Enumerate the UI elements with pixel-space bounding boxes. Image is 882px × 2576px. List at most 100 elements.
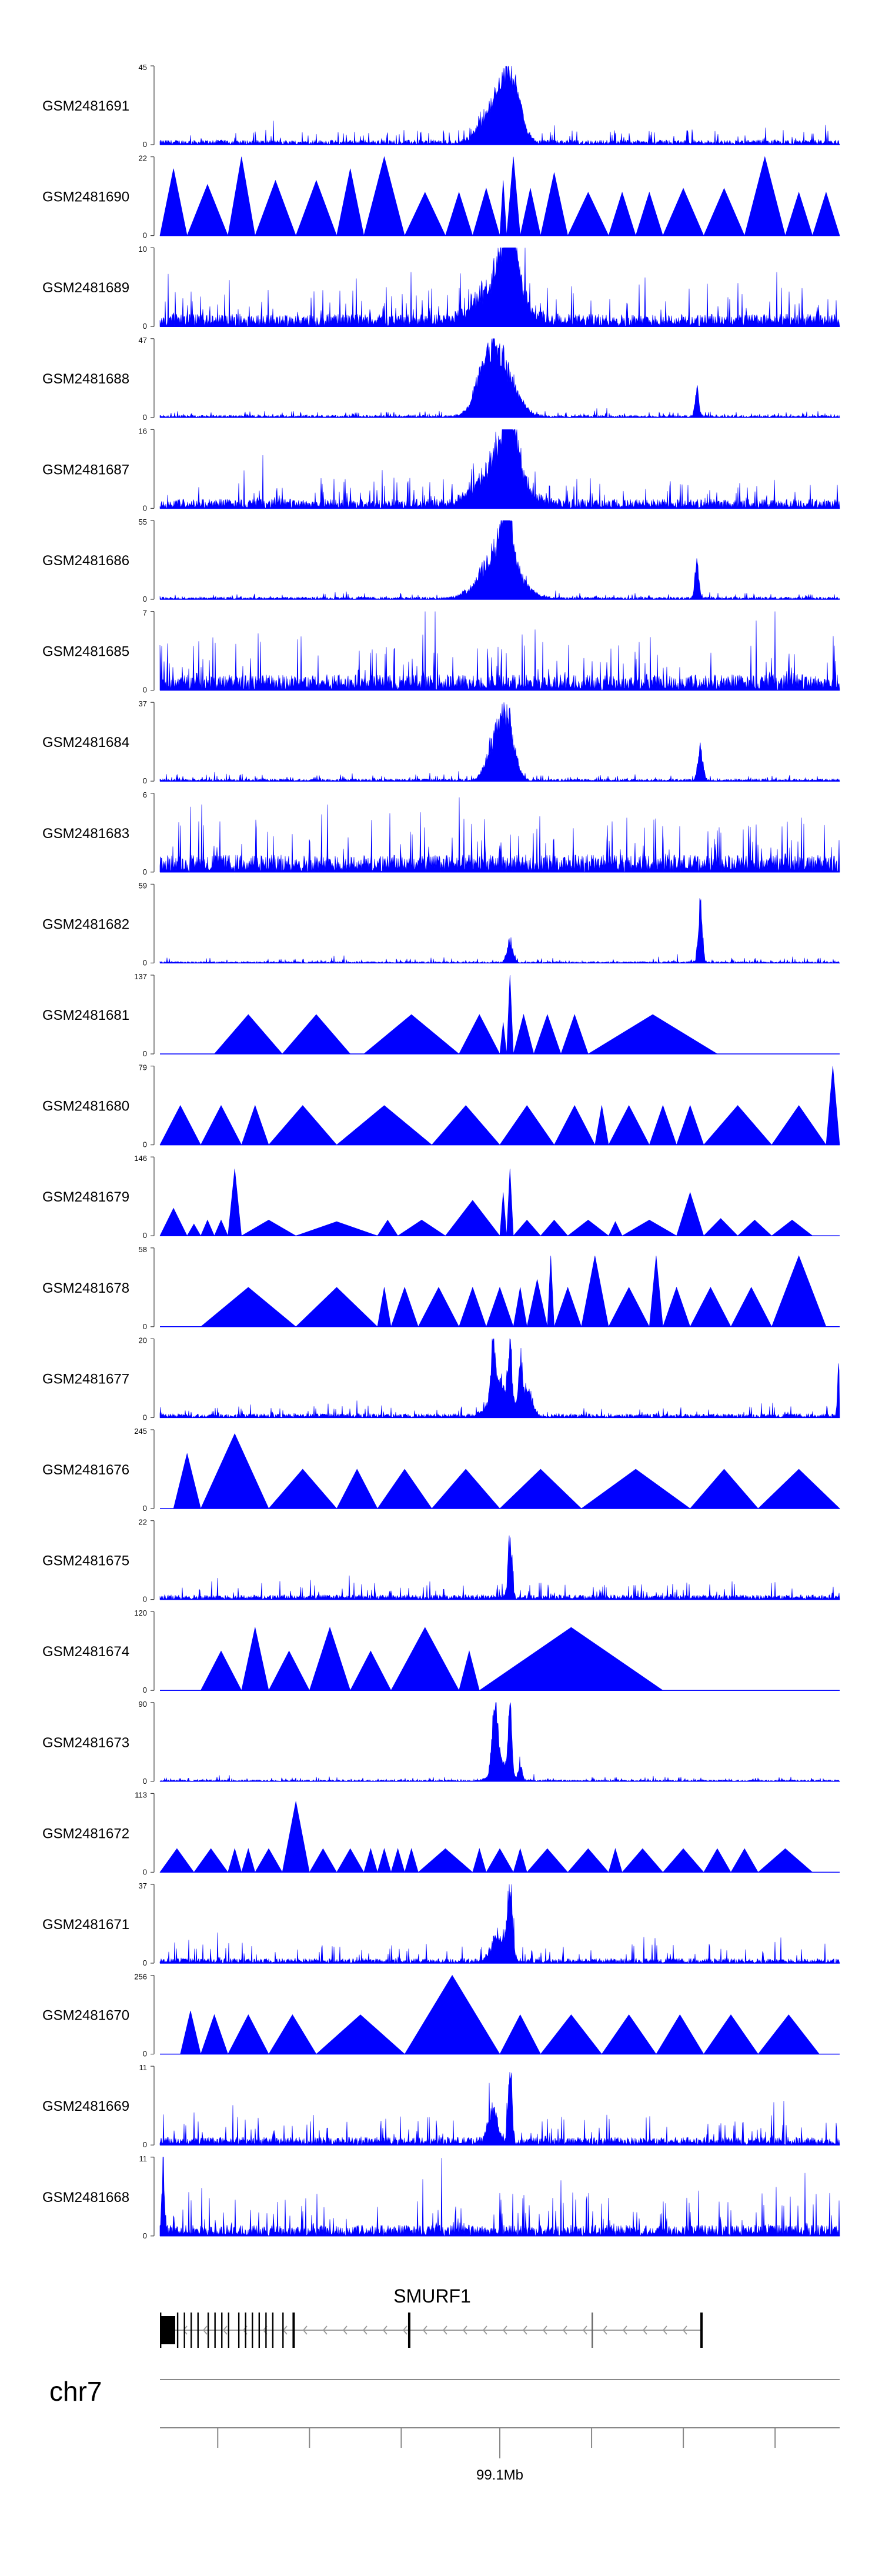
gene-exon bbox=[407, 2313, 410, 2348]
track-label: GSM2481675 bbox=[42, 1553, 129, 1569]
y-axis-zero-label: 0 bbox=[143, 1504, 147, 1513]
track-GSM2481681: GSM2481681 137 0 bbox=[42, 972, 840, 1058]
y-axis-max-label: 79 bbox=[139, 1063, 147, 1072]
track-GSM2481674: GSM2481674 120 0 bbox=[42, 1609, 840, 1694]
track-GSM2481688: GSM2481688 47 0 bbox=[42, 336, 840, 422]
track-GSM2481675: GSM2481675 22 0 bbox=[42, 1518, 840, 1604]
track-label: GSM2481674 bbox=[42, 1644, 129, 1660]
gene-exon bbox=[228, 2313, 229, 2348]
strand-arrow-icon bbox=[182, 2325, 188, 2335]
track-GSM2481679: GSM2481679 146 0 bbox=[42, 1154, 840, 1240]
y-axis-zero-label: 0 bbox=[143, 776, 147, 785]
y-axis-max-label: 113 bbox=[135, 1790, 147, 1799]
track-label: GSM2481680 bbox=[42, 1099, 129, 1115]
gene-exon bbox=[265, 2313, 267, 2348]
track-GSM2481672: GSM2481672 113 0 bbox=[42, 1790, 840, 1876]
y-axis-max-label: 245 bbox=[134, 1427, 147, 1436]
y-axis-zero-label: 0 bbox=[143, 1322, 147, 1331]
coverage-area bbox=[200, 1627, 664, 1691]
gene-name: SMURF1 bbox=[393, 2285, 471, 2307]
track-GSM2481680: GSM2481680 79 0 bbox=[42, 1063, 840, 1149]
gene-exon bbox=[160, 2313, 162, 2348]
track-GSM2481691: GSM2481691 45 0 bbox=[42, 63, 840, 149]
track-label: GSM2481686 bbox=[42, 553, 129, 569]
strand-arrow-icon bbox=[602, 2325, 607, 2335]
track-label: GSM2481687 bbox=[42, 462, 129, 478]
y-axis-max-label: 7 bbox=[143, 609, 147, 618]
coverage-area bbox=[159, 898, 840, 964]
y-axis-zero-label: 0 bbox=[143, 1958, 147, 1967]
strand-arrow-icon bbox=[422, 2325, 427, 2335]
chromosome-label: chr7 bbox=[49, 2376, 102, 2407]
track-GSM2481671: GSM2481671 37 0 bbox=[42, 1881, 840, 1967]
y-axis-zero-label: 0 bbox=[143, 322, 147, 331]
track-label: GSM2481673 bbox=[42, 1735, 129, 1751]
track-GSM2481668: GSM2481668 11 0 bbox=[42, 2154, 840, 2240]
coverage-area bbox=[159, 1801, 813, 1873]
coverage-area bbox=[159, 65, 840, 146]
coverage-area bbox=[173, 1433, 840, 1509]
strand-arrow-icon bbox=[202, 2325, 208, 2335]
track-GSM2481690: GSM2481690 22 0 bbox=[42, 154, 840, 240]
y-axis-zero-label: 0 bbox=[143, 140, 147, 149]
y-axis-max-label: 16 bbox=[139, 426, 147, 435]
coverage-area bbox=[159, 156, 840, 236]
y-axis-max-label: 55 bbox=[139, 518, 147, 526]
y-axis-max-label: 37 bbox=[139, 1881, 147, 1890]
track-label: GSM2481672 bbox=[42, 1826, 129, 1841]
track-GSM2481673: GSM2481673 90 0 bbox=[42, 1700, 840, 1786]
gene-exon bbox=[700, 2313, 703, 2348]
y-axis-zero-label: 0 bbox=[143, 2050, 147, 2058]
strand-arrow-icon bbox=[382, 2325, 387, 2335]
strand-arrow-icon bbox=[582, 2325, 587, 2335]
y-axis-zero-label: 0 bbox=[143, 413, 147, 422]
y-axis-zero-label: 0 bbox=[143, 1231, 147, 1240]
gene-exon bbox=[282, 2313, 284, 2348]
track-label: GSM2481671 bbox=[42, 1917, 129, 1933]
track-label: GSM2481688 bbox=[42, 371, 129, 387]
track-label: GSM2481676 bbox=[42, 1462, 129, 1478]
strand-arrow-icon bbox=[462, 2325, 467, 2335]
y-axis-zero-label: 0 bbox=[143, 231, 147, 240]
gene-exon bbox=[292, 2313, 295, 2348]
coverage-area bbox=[159, 1169, 813, 1236]
gene-exon bbox=[272, 2313, 274, 2348]
gene-exon bbox=[238, 2313, 240, 2348]
y-axis-zero-label: 0 bbox=[143, 958, 147, 967]
y-axis-max-label: 47 bbox=[139, 336, 147, 345]
y-axis-zero-label: 0 bbox=[143, 1595, 147, 1604]
y-axis-zero-label: 0 bbox=[143, 1686, 147, 1694]
strand-arrow-icon bbox=[222, 2325, 228, 2335]
track-label: GSM2481682 bbox=[42, 916, 129, 932]
y-axis-zero-label: 0 bbox=[143, 1049, 147, 1058]
y-axis-max-label: 37 bbox=[139, 699, 147, 708]
track-label: GSM2481670 bbox=[42, 2008, 129, 2024]
y-axis-max-label: 22 bbox=[139, 1518, 147, 1527]
coverage-tracks: GSM2481691450GSM2481690220GSM2481689100G… bbox=[42, 63, 840, 2240]
track-label: GSM2481689 bbox=[42, 280, 129, 296]
x-axis-label: 99.1Mb bbox=[476, 2467, 523, 2483]
strand-arrow-icon bbox=[442, 2325, 447, 2335]
track-label: GSM2481679 bbox=[42, 1189, 129, 1205]
coverage-area bbox=[159, 1066, 840, 1145]
gene-exon bbox=[258, 2313, 260, 2348]
track-GSM2481684: GSM2481684 37 0 bbox=[42, 699, 840, 785]
coverage-area bbox=[159, 247, 840, 327]
strand-arrow-icon bbox=[322, 2325, 328, 2335]
coverage-area bbox=[159, 1535, 840, 1600]
y-axis-zero-label: 0 bbox=[143, 595, 147, 603]
track-label: GSM2481678 bbox=[42, 1280, 129, 1296]
y-axis-max-label: 59 bbox=[139, 881, 147, 890]
strand-arrow-icon bbox=[302, 2325, 308, 2335]
strand-arrow-icon bbox=[562, 2325, 567, 2335]
track-GSM2481669: GSM2481669 11 0 bbox=[42, 2063, 840, 2149]
y-axis-max-label: 10 bbox=[139, 245, 147, 253]
track-GSM2481678: GSM2481678 58 0 bbox=[42, 1245, 840, 1331]
coverage-area bbox=[159, 702, 840, 782]
track-label: GSM2481684 bbox=[42, 735, 129, 750]
strand-arrow-icon bbox=[502, 2325, 507, 2335]
gene-exon bbox=[191, 2313, 192, 2348]
track-GSM2481676: GSM2481676 245 0 bbox=[42, 1427, 840, 1513]
y-axis-zero-label: 0 bbox=[143, 2231, 147, 2240]
